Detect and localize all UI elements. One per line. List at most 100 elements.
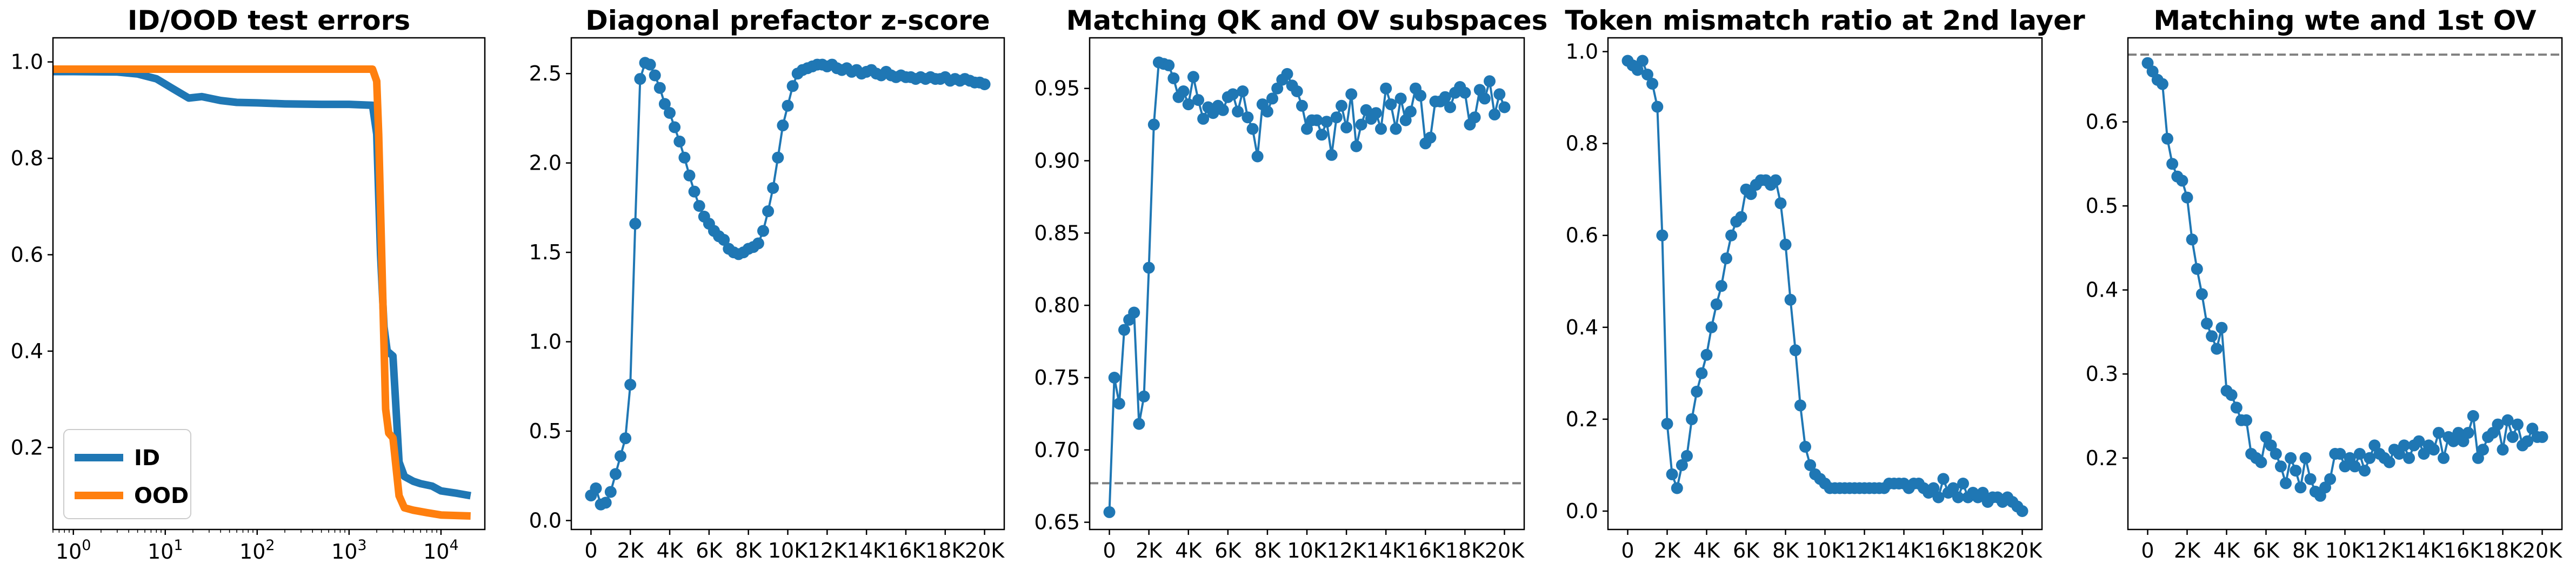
x-tick-label: 16K xyxy=(1924,539,1964,562)
x-tick-label: 10K xyxy=(1805,539,1845,562)
data-point xyxy=(604,486,617,498)
data-point xyxy=(1113,398,1125,410)
x-tick-label: 6K xyxy=(1733,539,1760,562)
data-point xyxy=(786,80,799,92)
data-point xyxy=(693,200,705,212)
data-point xyxy=(2280,477,2292,489)
data-point xyxy=(1266,92,1278,105)
series-mismatch-ratio xyxy=(1621,55,2028,517)
x-tick-label: 104 xyxy=(423,537,459,564)
data-point xyxy=(1375,123,1387,135)
y-tick-label: 0.95 xyxy=(1034,77,1080,100)
data-point xyxy=(683,169,696,182)
series-id xyxy=(53,68,471,500)
x-tick-label: 16K xyxy=(886,539,926,562)
plot-frame xyxy=(52,37,486,531)
data-point xyxy=(1952,491,1964,504)
y-tick-label: 1.0 xyxy=(11,50,43,74)
legend-label: OOD xyxy=(134,484,189,508)
chart-panel-3: Matching QK and OV subspaces 0.65 0.70 0.75… xyxy=(1034,5,1547,562)
data-point xyxy=(2492,418,2504,431)
data-point xyxy=(1927,482,1940,494)
data-point xyxy=(1394,92,1407,105)
y-tick-label: 0.4 xyxy=(1566,316,1598,339)
x-tick-label: 103 xyxy=(331,537,367,564)
x-tick-label: 20K xyxy=(965,539,1005,562)
data-point xyxy=(1715,280,1727,292)
chart-panel-4: Token mismatch ratio at 2nd layer 0.0 0.2 0… xyxy=(1565,5,2085,562)
data-point xyxy=(634,73,646,85)
data-point xyxy=(1330,111,1343,124)
data-point xyxy=(1311,114,1323,126)
data-point xyxy=(1128,306,1140,319)
data-point xyxy=(1473,84,1486,96)
y-tick-label: 0.8 xyxy=(11,146,43,170)
data-point xyxy=(777,119,789,132)
y-tick-label: 1.0 xyxy=(1566,40,1598,64)
y-tick-label: 0.90 xyxy=(1034,149,1080,173)
y-tick-label: 0.4 xyxy=(2086,278,2118,302)
data-point xyxy=(1636,55,1649,67)
data-point xyxy=(1143,261,1155,274)
data-point xyxy=(2274,460,2287,473)
chart-panel-5: Matching wte and 1st OV0.20.30.40.50.60 2… xyxy=(2086,5,2563,562)
y-tick-label: 0.4 xyxy=(11,339,43,363)
y-tick-label: 2.0 xyxy=(529,151,562,175)
chart-title: Diagonal prefactor z-score xyxy=(585,5,990,36)
y-tick-label: 0.85 xyxy=(1034,221,1080,245)
data-point xyxy=(615,450,626,462)
data-point xyxy=(1489,108,1501,120)
x-tick-label: 4K xyxy=(2213,539,2240,562)
data-point xyxy=(1320,116,1333,128)
data-point xyxy=(2176,175,2188,187)
y-tick-label: 0.8 xyxy=(1566,132,1598,156)
data-point xyxy=(673,135,686,147)
data-point xyxy=(599,497,612,509)
data-point xyxy=(1217,104,1229,116)
x-tick-label: 2K xyxy=(1654,539,1681,562)
data-point xyxy=(2161,132,2173,145)
data-point xyxy=(1745,188,1757,200)
data-point xyxy=(1671,482,1683,494)
data-point xyxy=(2353,448,2366,460)
series-ood xyxy=(53,65,471,520)
x-tick-label: 8K xyxy=(1254,539,1281,562)
data-point xyxy=(624,379,637,391)
data-point xyxy=(1404,105,1417,118)
x-tick-label: 18K xyxy=(925,539,965,562)
data-point xyxy=(2181,191,2193,204)
data-point xyxy=(1271,82,1284,95)
data-point xyxy=(752,237,764,250)
data-point xyxy=(1710,298,1723,311)
data-point xyxy=(1720,252,1732,265)
data-point xyxy=(2201,317,2213,330)
y-tick-label: 0.5 xyxy=(2086,194,2118,218)
data-point xyxy=(1385,98,1397,111)
data-point xyxy=(1182,98,1194,111)
data-point xyxy=(2511,418,2524,431)
data-point xyxy=(1281,68,1293,80)
data-point xyxy=(644,58,656,71)
y-tick-label: 0.65 xyxy=(1034,511,1080,534)
data-point xyxy=(658,98,671,110)
y-tick-label: 0.70 xyxy=(1034,438,1080,462)
data-point xyxy=(1686,413,1698,425)
x-tick-label: 4K xyxy=(656,539,683,562)
x-tick-label: 12K xyxy=(1326,539,1366,562)
y-tick-label: 0.80 xyxy=(1034,293,1080,317)
x-tick-label: 12K xyxy=(1845,539,1885,562)
data-point xyxy=(1651,100,1664,113)
x-tick-label: 2K xyxy=(2174,539,2201,562)
data-point xyxy=(688,185,700,198)
y-tick-label: 0.0 xyxy=(529,508,562,532)
x-tick-label: 20K xyxy=(2522,539,2562,562)
data-point xyxy=(1705,321,1718,333)
x-tick-label: 14K xyxy=(2404,539,2444,562)
x-tick-label: 18K xyxy=(2483,539,2523,562)
series-matching-score xyxy=(2141,57,2548,502)
data-point xyxy=(1360,104,1372,116)
data-point xyxy=(1932,491,1945,504)
y-tick-label: 1.0 xyxy=(529,330,562,354)
data-point xyxy=(2195,288,2208,300)
